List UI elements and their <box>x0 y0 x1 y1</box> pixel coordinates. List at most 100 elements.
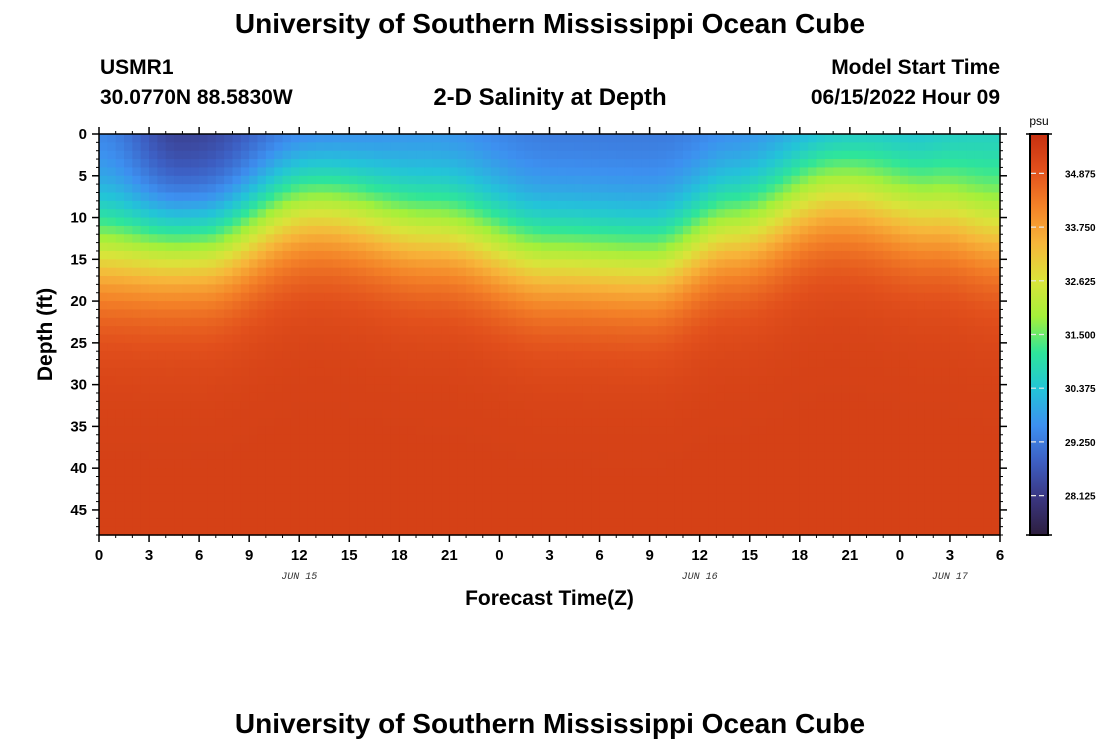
heatmap-cell <box>833 309 843 319</box>
heatmap-cell <box>257 384 267 394</box>
heatmap-cell <box>299 518 309 528</box>
heatmap-cell <box>207 484 217 494</box>
heatmap-cell <box>424 451 434 461</box>
heatmap-cell <box>808 526 818 536</box>
heatmap-cell <box>199 384 209 394</box>
heatmap-cell <box>432 409 442 419</box>
heatmap-cell <box>949 392 959 402</box>
heatmap-cell <box>357 384 367 394</box>
heatmap-cell <box>499 184 509 194</box>
heatmap-cell <box>616 225 626 235</box>
heatmap-cell <box>866 526 876 536</box>
heatmap-cell <box>841 518 851 528</box>
heatmap-cell <box>574 501 584 511</box>
heatmap-cell <box>641 526 651 536</box>
heatmap-cell <box>449 250 459 260</box>
heatmap-cell <box>207 509 217 519</box>
heatmap-cell <box>382 326 392 336</box>
heatmap-cell <box>849 509 859 519</box>
heatmap-cell <box>182 284 192 294</box>
heatmap-cell <box>307 217 317 227</box>
heatmap-cell <box>674 459 684 469</box>
heatmap-cell <box>599 309 609 319</box>
heatmap-cell <box>290 284 300 294</box>
heatmap-cell <box>607 150 617 160</box>
heatmap-cell <box>824 267 834 277</box>
heatmap-cell <box>524 234 534 244</box>
heatmap-cell <box>724 317 734 327</box>
heatmap-cell <box>874 392 884 402</box>
heatmap-cell <box>791 209 801 219</box>
heatmap-cell <box>958 476 968 486</box>
heatmap-cell <box>365 242 375 252</box>
heatmap-cell <box>274 376 284 386</box>
heatmap-cell <box>649 225 659 235</box>
heatmap-cell <box>899 342 909 352</box>
heatmap-cell <box>833 184 843 194</box>
heatmap-cell <box>666 334 676 344</box>
heatmap-cell <box>574 509 584 519</box>
heatmap-cell <box>99 175 108 185</box>
heatmap-cell <box>708 409 717 419</box>
heatmap-cell <box>516 459 526 469</box>
heatmap-cell <box>315 134 325 143</box>
heatmap-cell <box>841 401 851 411</box>
heatmap-cell <box>491 501 501 511</box>
heatmap-cell <box>682 167 692 177</box>
heatmap-cell <box>199 334 209 344</box>
heatmap-cell <box>574 150 584 160</box>
heatmap-cell <box>891 392 901 402</box>
heatmap-cell <box>390 426 400 436</box>
heatmap-cell <box>407 159 417 169</box>
heatmap-cell <box>799 292 809 302</box>
heatmap-cell <box>524 468 534 478</box>
heatmap-cell <box>340 384 350 394</box>
heatmap-cell <box>941 459 951 469</box>
heatmap-cell <box>758 309 767 319</box>
heatmap-cell <box>799 134 809 143</box>
heatmap-cell <box>749 384 759 394</box>
heatmap-cell <box>340 184 350 194</box>
heatmap-cell <box>165 359 175 369</box>
heatmap-cell <box>866 401 876 411</box>
heatmap-cell <box>257 292 267 302</box>
heatmap-cell <box>582 418 592 427</box>
heatmap-cell <box>657 259 667 269</box>
heatmap-cell <box>457 451 467 461</box>
heatmap-cell <box>390 367 400 377</box>
heatmap-cell <box>199 284 209 294</box>
heatmap-cell <box>224 175 234 185</box>
heatmap-cell <box>657 459 667 469</box>
heatmap-cell <box>774 301 784 311</box>
heatmap-cell <box>224 376 234 386</box>
heatmap-cell <box>741 309 751 319</box>
heatmap-cell <box>666 476 676 486</box>
heatmap-cell <box>766 167 776 177</box>
heatmap-cell <box>607 250 617 260</box>
heatmap-cell <box>524 142 534 152</box>
main-title: University of Southern Mississippi Ocean… <box>234 8 866 39</box>
heatmap-cell <box>182 459 192 469</box>
heatmap-cell <box>357 184 367 194</box>
heatmap-cell <box>808 167 818 177</box>
heatmap-cell <box>416 309 425 319</box>
heatmap-cell <box>874 167 884 177</box>
heatmap-cell <box>207 259 217 269</box>
heatmap-cell <box>883 276 893 285</box>
heatmap-cell <box>874 493 884 503</box>
heatmap-cell <box>874 209 884 219</box>
heatmap-cell <box>374 159 384 169</box>
heatmap-cell <box>265 334 275 344</box>
heatmap-cell <box>766 209 776 219</box>
heatmap-cell <box>899 250 909 260</box>
heatmap-cell <box>507 326 517 336</box>
heatmap-cell <box>899 426 909 436</box>
heatmap-cell <box>382 443 392 453</box>
heatmap-cell <box>849 418 859 427</box>
heatmap-cell <box>190 225 200 235</box>
heatmap-cell <box>432 468 442 478</box>
heatmap-cell <box>140 359 150 369</box>
heatmap-cell <box>716 134 726 143</box>
heatmap-cell <box>632 501 642 511</box>
heatmap-cell <box>841 392 851 402</box>
